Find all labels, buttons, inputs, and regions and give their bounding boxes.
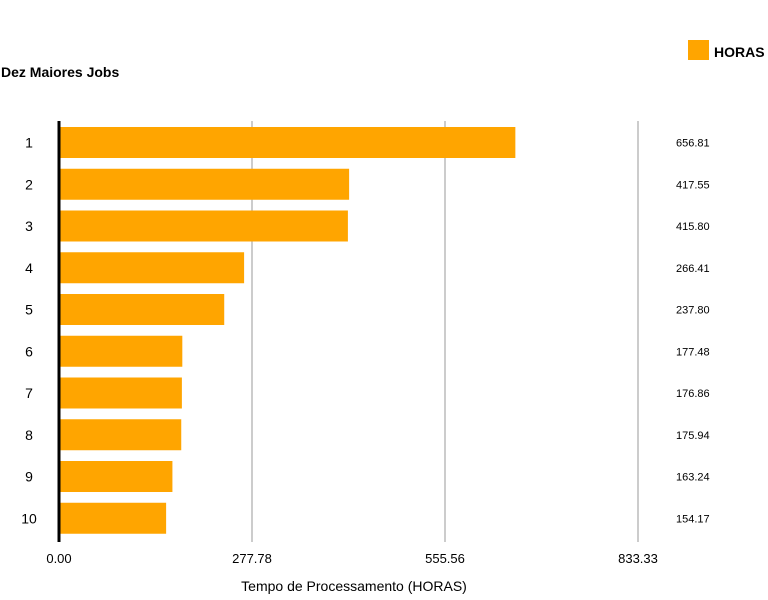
- chart-title: Dez Maiores Jobs: [1, 64, 119, 80]
- category-label: 2: [25, 176, 33, 192]
- data-label: 154.17: [676, 513, 710, 525]
- legend-swatch: [688, 40, 709, 60]
- data-label: 163.24: [676, 472, 710, 484]
- legend-label: HORAS: [714, 44, 765, 60]
- bar: [59, 419, 182, 451]
- value-labels: 656.81 417.55 415.80 266.41 237.80 177.48 176.…: [676, 138, 710, 526]
- data-label: 237.80: [676, 305, 710, 317]
- x-tick-label: 0.00: [46, 551, 71, 566]
- bar: [59, 168, 350, 200]
- bar: [59, 252, 245, 284]
- x-tick-labels: 0.00 277.78 555.56 833.33: [46, 551, 658, 566]
- category-labels: 1 2 3 4 5 6 7 8 9 10: [21, 135, 37, 527]
- bar: [59, 210, 348, 242]
- x-tick-label: 277.78: [232, 551, 272, 566]
- category-label: 9: [25, 469, 33, 485]
- category-label: 5: [25, 302, 33, 318]
- data-label: 266.41: [676, 263, 710, 275]
- bar: [59, 127, 516, 158]
- bar: [59, 294, 225, 325]
- category-label: 1: [25, 135, 33, 151]
- category-label: 8: [25, 427, 33, 443]
- data-label: 177.48: [676, 346, 710, 358]
- data-label: 415.80: [676, 221, 710, 233]
- data-label: 176.86: [676, 388, 710, 400]
- bar: [59, 461, 173, 492]
- category-label: 4: [25, 260, 33, 276]
- bars: [59, 127, 516, 534]
- bar: [59, 335, 183, 367]
- bar: [59, 502, 167, 534]
- x-axis-label: Tempo de Processamento (HORAS): [241, 578, 467, 594]
- category-label: 3: [25, 218, 33, 234]
- x-tick-label: 555.56: [425, 551, 465, 566]
- category-label: 10: [21, 510, 37, 526]
- x-tick-label: 833.33: [618, 551, 658, 566]
- data-label: 417.55: [676, 179, 710, 191]
- data-label: 656.81: [676, 138, 710, 150]
- bar: [59, 377, 182, 409]
- data-label: 175.94: [676, 430, 710, 442]
- category-label: 6: [25, 343, 33, 359]
- category-label: 7: [25, 385, 33, 401]
